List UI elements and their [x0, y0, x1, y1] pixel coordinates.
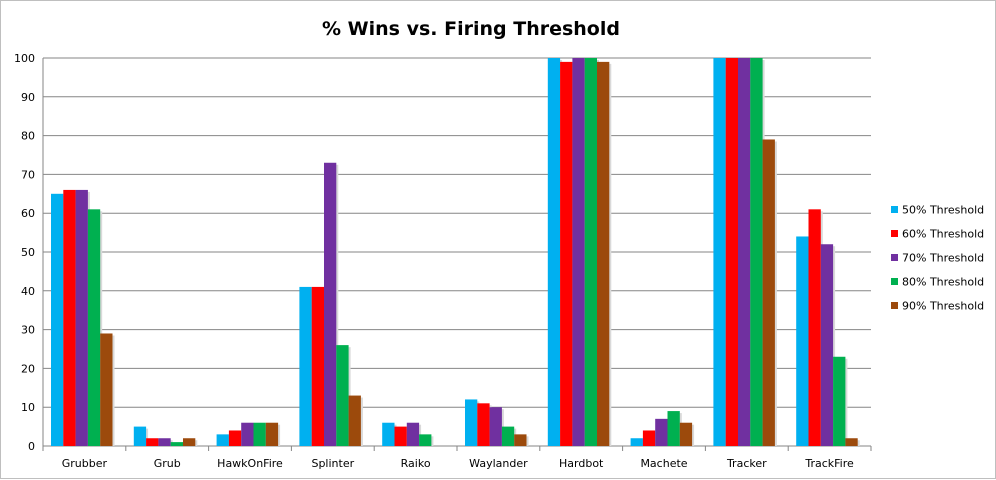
- x-tick-label: Hardbot: [559, 457, 604, 470]
- legend-swatch: [891, 230, 898, 237]
- y-tick-label: 80: [21, 130, 35, 143]
- bar: [808, 209, 821, 446]
- x-tick-label: Raiko: [401, 457, 431, 470]
- x-tick-label: Tracker: [726, 457, 767, 470]
- bar: [100, 333, 113, 446]
- legend-label: 80% Threshold: [902, 276, 984, 289]
- bar: [51, 193, 64, 446]
- bar: [75, 189, 88, 447]
- bar: [501, 426, 515, 446]
- bar: [713, 58, 726, 446]
- bar: [406, 422, 420, 446]
- bar: [597, 61, 610, 446]
- legend-swatch: [891, 206, 898, 213]
- bar: [477, 403, 490, 446]
- bar: [158, 438, 171, 446]
- legend-swatch: [891, 254, 898, 261]
- legend: 50% Threshold 60% Threshold 70% Threshold 8…: [891, 204, 984, 313]
- y-tick-label: 100: [14, 52, 35, 65]
- bar: [514, 434, 527, 446]
- bar: [253, 422, 266, 446]
- y-tick-label: 40: [21, 285, 35, 298]
- legend-label: 70% Threshold: [902, 252, 984, 265]
- bar: [183, 438, 196, 446]
- bar: [216, 434, 229, 446]
- legend-label: 60% Threshold: [902, 228, 984, 241]
- bar: [560, 61, 573, 446]
- bar: [833, 356, 846, 446]
- bar: [667, 411, 680, 446]
- bar: [820, 244, 834, 446]
- x-tick-label: HawkOnFire: [217, 457, 283, 470]
- legend-label: 90% Threshold: [902, 300, 984, 313]
- bar: [738, 58, 751, 446]
- bar: [642, 430, 656, 446]
- bar: [63, 189, 76, 447]
- x-tick-label: Splinter: [311, 457, 354, 470]
- bar: [584, 58, 597, 446]
- y-tick-label: 0: [28, 440, 35, 453]
- bar: [572, 58, 585, 446]
- y-tick-label: 30: [21, 324, 35, 337]
- x-tick-label: Machete: [640, 457, 687, 470]
- bar: [796, 236, 809, 446]
- bar: [489, 407, 502, 446]
- bar: [679, 422, 693, 446]
- y-tick-label: 50: [21, 246, 35, 259]
- bar: [725, 58, 738, 446]
- y-tick-label: 10: [21, 401, 35, 414]
- legend-label: 50% Threshold: [902, 204, 984, 217]
- bar: [655, 418, 668, 446]
- bar: [419, 434, 432, 446]
- bar: [241, 422, 254, 446]
- bar: [228, 430, 242, 446]
- bar: [311, 286, 324, 446]
- x-tick-label: Grubber: [62, 457, 108, 470]
- bar: [133, 426, 147, 446]
- bar: [762, 139, 775, 447]
- bar: [547, 58, 561, 446]
- bar: [87, 209, 101, 446]
- bar: [265, 422, 279, 446]
- bar: [465, 399, 478, 446]
- legend-swatch: [891, 278, 898, 285]
- bar: [845, 438, 858, 446]
- chart-title: % Wins vs. Firing Threshold: [322, 18, 620, 40]
- bar: [382, 422, 395, 446]
- legend-swatch: [891, 302, 898, 309]
- bar: [170, 442, 183, 446]
- bar: [750, 58, 763, 446]
- bar: [324, 162, 337, 446]
- bars: [51, 58, 860, 447]
- y-tick-label: 20: [21, 362, 35, 375]
- bar: [336, 345, 349, 446]
- bar: [299, 286, 312, 446]
- x-tick-label: Grub: [154, 457, 181, 470]
- bar: [394, 426, 407, 446]
- y-tick-label: 70: [21, 168, 35, 181]
- y-tick-label: 60: [21, 207, 35, 220]
- bar: [348, 395, 361, 446]
- bar: [146, 438, 159, 446]
- y-tick-label: 90: [21, 91, 35, 104]
- axes: 0 10 20 30 40 50 60 70 80 90 100 Grubber Grub HawkOnF…: [14, 52, 872, 470]
- x-tick-label: TrackFire: [804, 457, 854, 470]
- bar: [630, 438, 643, 446]
- x-tick-label: Waylander: [469, 457, 528, 470]
